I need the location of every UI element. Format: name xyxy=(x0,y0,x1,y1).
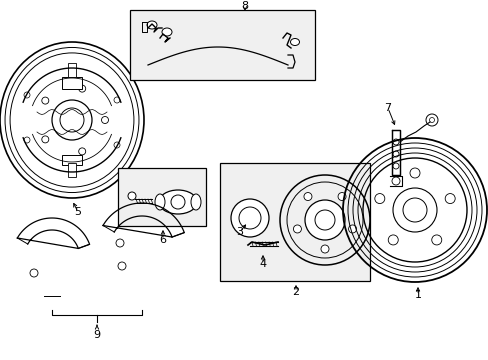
Circle shape xyxy=(30,269,38,277)
Circle shape xyxy=(171,195,184,209)
Circle shape xyxy=(387,235,397,245)
Circle shape xyxy=(428,117,434,122)
Text: 7: 7 xyxy=(384,103,391,113)
Bar xyxy=(68,63,76,77)
Ellipse shape xyxy=(290,39,299,45)
Circle shape xyxy=(41,97,49,104)
Circle shape xyxy=(293,225,301,233)
Text: 8: 8 xyxy=(241,1,248,11)
Text: 6: 6 xyxy=(159,235,166,245)
Ellipse shape xyxy=(147,21,157,29)
Ellipse shape xyxy=(162,28,172,36)
Circle shape xyxy=(409,168,419,178)
Circle shape xyxy=(337,193,346,201)
Text: 2: 2 xyxy=(292,287,299,297)
Bar xyxy=(220,163,369,281)
Ellipse shape xyxy=(230,199,268,237)
Circle shape xyxy=(118,262,126,270)
Circle shape xyxy=(425,114,437,126)
Circle shape xyxy=(431,235,441,245)
Text: 5: 5 xyxy=(74,207,81,217)
Text: 3: 3 xyxy=(236,227,243,237)
Circle shape xyxy=(52,100,92,140)
Bar xyxy=(68,163,76,177)
Circle shape xyxy=(392,163,398,169)
Circle shape xyxy=(79,85,85,92)
Text: 4: 4 xyxy=(259,259,266,269)
Circle shape xyxy=(392,139,398,145)
Polygon shape xyxy=(391,130,399,175)
Circle shape xyxy=(60,108,84,132)
Circle shape xyxy=(128,192,136,200)
Circle shape xyxy=(24,92,30,98)
Ellipse shape xyxy=(159,190,197,214)
Circle shape xyxy=(392,188,436,232)
Text: 9: 9 xyxy=(93,330,101,340)
Circle shape xyxy=(374,194,384,203)
Circle shape xyxy=(320,245,328,253)
Text: 1: 1 xyxy=(414,290,421,300)
Ellipse shape xyxy=(191,194,201,210)
Circle shape xyxy=(305,200,345,240)
Circle shape xyxy=(391,177,399,185)
Circle shape xyxy=(24,137,30,143)
Circle shape xyxy=(114,97,120,103)
Circle shape xyxy=(114,142,120,148)
Circle shape xyxy=(79,148,85,155)
Circle shape xyxy=(314,210,334,230)
Bar xyxy=(130,10,314,80)
Circle shape xyxy=(392,151,398,157)
Circle shape xyxy=(41,136,49,143)
Circle shape xyxy=(402,198,426,222)
Circle shape xyxy=(444,194,454,203)
Bar xyxy=(62,155,82,165)
Circle shape xyxy=(102,117,108,123)
Ellipse shape xyxy=(239,207,261,229)
Bar xyxy=(118,168,205,226)
Ellipse shape xyxy=(155,194,164,210)
Circle shape xyxy=(116,239,124,247)
Bar xyxy=(62,77,82,89)
Circle shape xyxy=(348,225,356,233)
Circle shape xyxy=(304,193,311,201)
